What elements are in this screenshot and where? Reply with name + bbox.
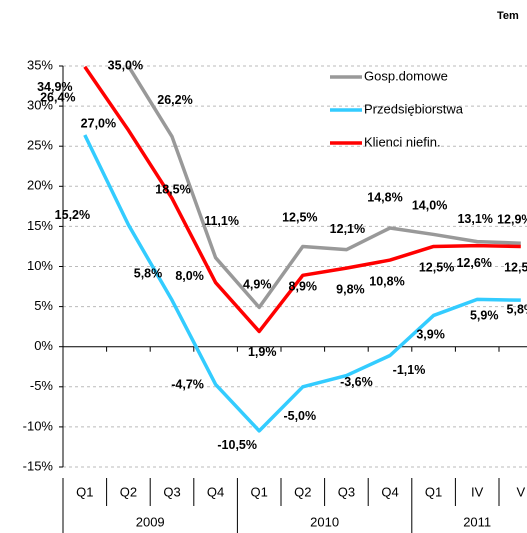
- y-tick-label: 15%: [27, 218, 53, 233]
- data-label: 35,0%: [108, 58, 143, 72]
- x-tick-label: Q1: [76, 484, 93, 499]
- data-label: 12,1%: [330, 222, 365, 236]
- data-label: 12,5%: [419, 261, 454, 275]
- data-label: 12,5%: [282, 211, 317, 225]
- y-tick-label: 35%: [27, 57, 53, 72]
- data-label: -1,1%: [393, 363, 426, 377]
- y-tick-label: 0%: [34, 338, 53, 353]
- chart-title: Tem: [497, 10, 519, 22]
- data-label: 12,5%: [504, 261, 527, 275]
- data-label: 5,8%: [134, 266, 163, 280]
- y-tick-label: 10%: [27, 258, 53, 273]
- series-line: [83, 134, 521, 433]
- x-tick-label: Q2: [294, 484, 311, 499]
- series-line: [126, 65, 521, 310]
- data-label: 8,0%: [175, 269, 204, 283]
- y-tick-label: -15%: [23, 458, 54, 473]
- data-label: 3,9%: [416, 328, 445, 342]
- group-label: 2011: [463, 514, 491, 529]
- x-tick-label: Q2: [120, 484, 137, 499]
- group-label: 2009: [136, 514, 165, 529]
- data-label: 1,9%: [248, 345, 277, 359]
- legend-label: Gosp.domowe: [364, 68, 448, 83]
- y-tick-label: -10%: [23, 418, 54, 433]
- data-label: 14,8%: [367, 190, 402, 204]
- x-tick-label: Q1: [251, 484, 268, 499]
- data-label: 10,8%: [369, 274, 404, 288]
- data-label: 34,9%: [37, 80, 72, 94]
- data-label: 26,2%: [157, 93, 192, 107]
- data-label: 12,9%: [497, 213, 527, 227]
- legend-label: Przedsiębiorstwa: [364, 101, 464, 116]
- series-line: [83, 65, 521, 334]
- data-label: 9,8%: [336, 282, 365, 296]
- data-label: -10,5%: [217, 438, 257, 452]
- data-label: 27,0%: [81, 116, 116, 130]
- data-label: 13,1%: [457, 212, 492, 226]
- legend-label: Klienci niefin.: [364, 134, 441, 149]
- y-tick-label: -5%: [30, 378, 54, 393]
- data-label: 26,4%: [40, 90, 75, 104]
- x-tick-label: Q4: [207, 484, 224, 499]
- data-label: -4,7%: [171, 378, 204, 392]
- data-label: 5,8%: [507, 302, 527, 316]
- data-label: 12,6%: [456, 256, 491, 270]
- x-tick-label: Q1: [425, 484, 442, 499]
- x-tick-label: Q3: [338, 484, 355, 499]
- data-label: 11,1%: [204, 214, 239, 228]
- x-tick-label: Q4: [381, 484, 398, 499]
- group-label: 2010: [310, 514, 339, 529]
- x-tick-label: IV: [471, 484, 484, 499]
- data-label: 5,9%: [470, 309, 499, 323]
- x-tick-label: Q3: [163, 484, 180, 499]
- data-label: 4,9%: [243, 278, 272, 292]
- y-tick-label: 20%: [27, 178, 53, 193]
- data-label: -5,0%: [283, 409, 316, 423]
- y-tick-label: 25%: [27, 138, 53, 153]
- data-label: 8,9%: [289, 280, 318, 294]
- data-label: 15,2%: [55, 208, 90, 222]
- y-tick-label: 5%: [34, 298, 53, 313]
- data-label: -3,6%: [340, 375, 373, 389]
- x-tick-label: V: [516, 484, 525, 499]
- data-label: 14,0%: [412, 199, 447, 213]
- data-label: 18,5%: [155, 183, 190, 197]
- y-tick-label: 30%: [27, 98, 53, 113]
